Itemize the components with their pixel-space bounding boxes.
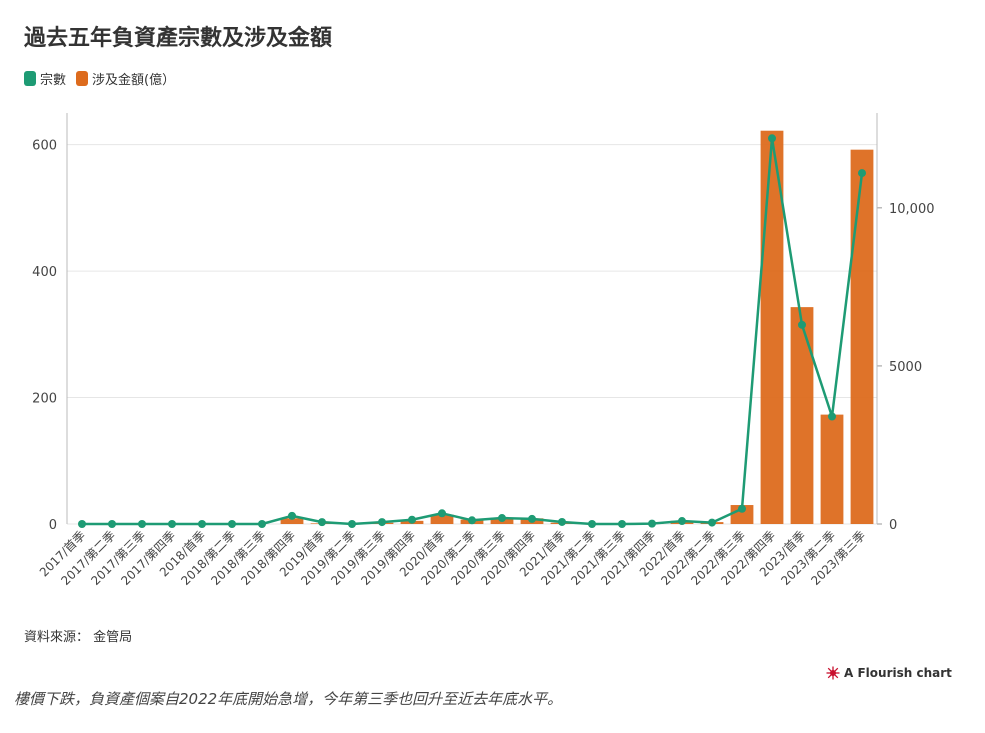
count-point	[858, 169, 866, 178]
y-left-tick-label: 400	[32, 265, 57, 280]
y-left-tick-label: 200	[32, 392, 57, 407]
count-line	[82, 137, 864, 526]
legend-item-count[interactable]: 宗數	[24, 69, 66, 88]
chart: 02004006000500010,0002017/首季2017/第二季2017…	[32, 113, 935, 588]
legend-swatch-count	[24, 71, 36, 86]
source-note: 資料來源： 金管局	[24, 630, 133, 645]
count-point	[288, 511, 296, 520]
bar	[730, 505, 754, 524]
count-point	[618, 520, 626, 528]
count-point	[228, 520, 236, 528]
count-point	[408, 515, 416, 524]
bar	[820, 414, 844, 524]
chart-title: 過去五年負資產宗數及涉及金額	[24, 26, 333, 51]
count-point	[498, 514, 506, 523]
legend-item-amount[interactable]: 涉及金額(億）	[76, 69, 175, 88]
flourish-label: A Flourish chart	[844, 666, 952, 680]
count-point	[708, 518, 716, 527]
count-point	[438, 509, 446, 518]
y-right-tick-label: 10,000	[889, 202, 935, 217]
y-right-tick-label: 0	[889, 518, 897, 533]
count-point	[78, 520, 86, 528]
count-point	[108, 520, 116, 528]
bar	[280, 518, 304, 524]
caption: 樓價下跌，負資產個案自2022年底開始急增，今年第三季也回升至近去年底水平。	[14, 690, 563, 708]
count-point	[198, 520, 206, 528]
legend-swatch-amount	[76, 71, 89, 86]
legend: 宗數 涉及金額(億）	[24, 69, 175, 88]
bar	[850, 149, 874, 525]
count-point	[798, 320, 806, 329]
count-point	[768, 134, 776, 143]
y-left-tick-label: 600	[32, 139, 57, 154]
flourish-logo-icon	[826, 666, 840, 680]
count-point	[828, 412, 836, 421]
count-point	[168, 520, 176, 528]
count-point	[348, 520, 356, 528]
count-point	[468, 516, 476, 525]
count-point	[648, 519, 656, 528]
y-right-tick-label: 5000	[889, 360, 922, 375]
count-point	[138, 520, 146, 528]
count-point	[258, 520, 266, 528]
count-point	[678, 517, 686, 526]
count-point	[558, 517, 566, 526]
count-point	[588, 520, 596, 528]
bar	[430, 514, 454, 524]
y-left-tick-label: 0	[49, 518, 57, 533]
legend-label-count: 宗數	[40, 73, 67, 88]
count-point	[738, 504, 746, 513]
count-point	[528, 514, 536, 523]
bar	[790, 307, 814, 524]
legend-label-amount: 涉及金額(億）	[92, 73, 176, 88]
count-point	[378, 518, 386, 527]
flourish-link[interactable]: A Flourish chart	[826, 666, 952, 680]
bar	[760, 130, 784, 524]
count-point	[318, 518, 326, 527]
